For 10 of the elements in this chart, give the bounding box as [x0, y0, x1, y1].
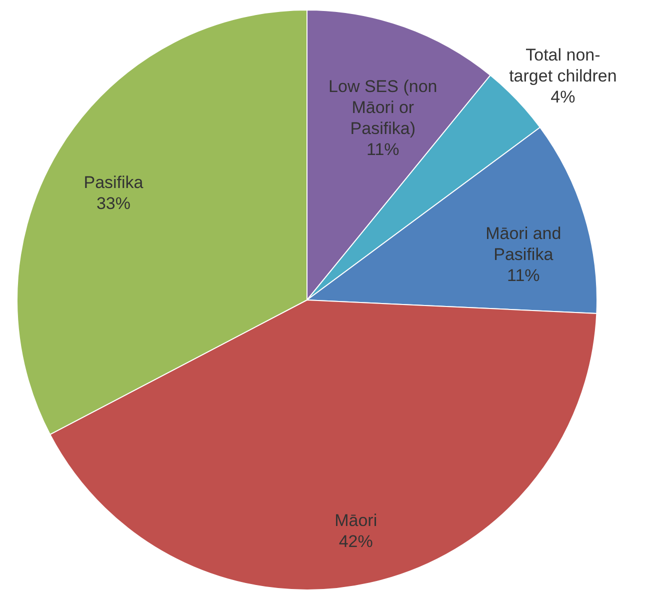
data-label: 4%	[550, 88, 576, 107]
data-label: 33%	[96, 194, 131, 213]
slice-label: Total non-target children	[509, 46, 617, 86]
slice-label: Māori and Pasifika	[486, 224, 562, 264]
slice-label: Low SES (non Māori or Pasifika)	[328, 76, 438, 138]
data-label: 42%	[338, 532, 373, 551]
slice-label: Māori	[334, 510, 378, 530]
data-label: 11%	[366, 140, 400, 159]
slice-label: Pasifika	[84, 172, 144, 192]
data-label: 11%	[507, 266, 540, 286]
